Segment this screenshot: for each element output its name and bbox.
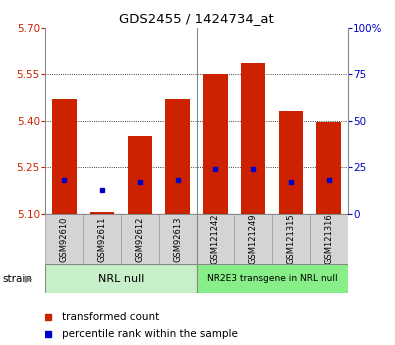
Bar	[45, 214, 83, 264]
Text: GSM121249: GSM121249	[249, 214, 258, 264]
Text: NR2E3 transgene in NRL null: NR2E3 transgene in NRL null	[207, 274, 337, 283]
Bar	[197, 214, 234, 264]
Bar	[83, 214, 121, 264]
Bar	[159, 214, 197, 264]
Text: GSM92611: GSM92611	[98, 216, 107, 262]
Text: percentile rank within the sample: percentile rank within the sample	[62, 329, 238, 339]
Bar	[45, 264, 197, 293]
Bar	[316, 122, 341, 214]
Text: GSM92612: GSM92612	[135, 216, 144, 262]
Bar	[241, 63, 265, 214]
Text: GSM121316: GSM121316	[324, 214, 333, 264]
Bar	[197, 264, 367, 293]
Text: GSM121315: GSM121315	[286, 214, 295, 264]
Text: ▶: ▶	[24, 274, 32, 284]
Bar	[272, 214, 310, 264]
Text: GSM92613: GSM92613	[173, 216, 182, 262]
Bar	[166, 99, 190, 214]
Bar	[128, 136, 152, 214]
Bar	[90, 212, 115, 214]
Text: strain: strain	[2, 274, 32, 284]
Bar	[121, 214, 159, 264]
Text: transformed count: transformed count	[62, 312, 159, 322]
Bar	[234, 214, 272, 264]
Text: GSM92610: GSM92610	[60, 216, 69, 262]
Bar	[278, 111, 303, 214]
Bar	[203, 74, 228, 214]
Bar	[310, 214, 348, 264]
Bar	[52, 99, 77, 214]
Title: GDS2455 / 1424734_at: GDS2455 / 1424734_at	[119, 12, 274, 25]
Text: GSM121242: GSM121242	[211, 214, 220, 264]
Text: NRL null: NRL null	[98, 274, 144, 284]
